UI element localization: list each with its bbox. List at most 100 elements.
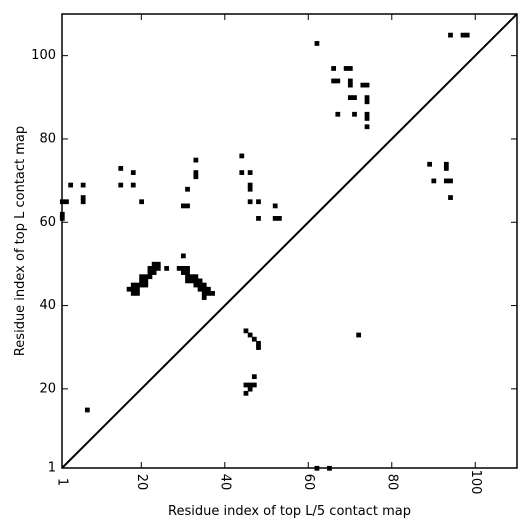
contact-point xyxy=(155,265,161,271)
contact-point xyxy=(443,161,449,167)
contact-point xyxy=(151,270,157,275)
contact-point xyxy=(193,174,199,180)
contact-point xyxy=(201,286,207,292)
contact-point xyxy=(193,170,199,175)
contact-point xyxy=(139,278,144,284)
contact-point xyxy=(364,116,370,121)
contact-point xyxy=(197,282,203,288)
contact-point xyxy=(68,182,74,188)
contact-point xyxy=(364,124,370,130)
x-tick-label: 20 xyxy=(134,474,149,491)
contact-point xyxy=(347,78,353,84)
contact-point xyxy=(276,216,282,221)
contact-point xyxy=(193,274,199,280)
contact-point xyxy=(210,290,215,296)
contact-point xyxy=(331,66,337,71)
contact-point xyxy=(443,166,449,171)
contact-point xyxy=(155,261,161,267)
contact-point xyxy=(356,332,362,338)
contact-point xyxy=(130,282,136,288)
contact-point xyxy=(247,386,253,392)
y-tick-label: 40 xyxy=(39,298,56,313)
contact-point xyxy=(364,95,370,100)
contact-point xyxy=(185,274,190,280)
diagonal-line xyxy=(61,13,518,469)
contact-point xyxy=(314,41,320,46)
contact-point xyxy=(64,199,69,205)
contact-point xyxy=(256,345,261,350)
contact-point xyxy=(151,261,157,267)
contact-point xyxy=(243,328,249,334)
contact-point xyxy=(84,407,90,413)
contact-point xyxy=(189,278,195,284)
contact-point xyxy=(180,270,186,275)
contact-point xyxy=(443,178,449,184)
contact-point xyxy=(201,295,207,300)
contact-point xyxy=(126,286,132,292)
contact-point xyxy=(247,170,253,175)
contact-point xyxy=(143,282,149,288)
contact-point xyxy=(80,199,86,205)
contact-point xyxy=(185,278,190,284)
contact-point xyxy=(193,157,199,163)
contact-point xyxy=(118,166,124,171)
y-tick-label: 20 xyxy=(39,381,56,396)
contact-point xyxy=(147,265,153,271)
contact-point xyxy=(347,95,353,100)
contact-point xyxy=(247,182,253,188)
contact-point xyxy=(460,32,466,38)
y-tick-label: 1 xyxy=(48,461,56,476)
contact-point xyxy=(197,286,203,292)
contact-point xyxy=(360,82,366,88)
x-tick-label: 1 xyxy=(55,478,70,486)
contact-point xyxy=(427,161,433,167)
contact-point xyxy=(135,282,140,288)
contact-point xyxy=(247,382,253,388)
contact-point xyxy=(201,290,207,296)
y-tick-label: 80 xyxy=(39,131,56,146)
contact-point xyxy=(130,182,136,188)
contact-point xyxy=(272,203,278,209)
contact-point xyxy=(335,78,341,84)
contact-point xyxy=(251,336,257,342)
contact-point xyxy=(364,82,370,88)
points-layer xyxy=(59,32,470,471)
contact-point xyxy=(247,186,253,192)
x-tick-label: 100 xyxy=(468,470,483,495)
x-tick-label: 80 xyxy=(384,474,399,491)
x-tick-label: 60 xyxy=(301,474,316,491)
contact-point xyxy=(256,216,261,221)
contact-point xyxy=(185,203,190,209)
contact-point xyxy=(206,290,211,296)
contact-point xyxy=(185,270,190,275)
plot-frame xyxy=(61,13,518,469)
contact-point xyxy=(180,253,186,259)
contact-point xyxy=(256,340,261,346)
contact-point xyxy=(364,99,370,105)
contact-point xyxy=(347,82,353,88)
contact-point xyxy=(256,199,261,205)
contact-point xyxy=(176,265,182,271)
contact-point xyxy=(247,199,253,205)
contact-point xyxy=(331,78,337,84)
contact-point xyxy=(143,278,149,284)
contact-point xyxy=(335,111,341,117)
contact-point xyxy=(448,32,453,38)
contact-point xyxy=(448,195,453,200)
x-tick-label: 40 xyxy=(217,474,232,491)
contact-point xyxy=(448,178,453,184)
contact-point xyxy=(247,332,253,338)
contact-point xyxy=(130,286,136,292)
contact-point xyxy=(130,290,136,296)
contact-point xyxy=(464,32,470,38)
contact-point xyxy=(185,186,190,192)
contact-point xyxy=(80,182,86,188)
contact-point xyxy=(206,286,211,292)
contact-point xyxy=(352,111,357,117)
y-axis-label: Residue index of top L contact map xyxy=(13,126,28,356)
contact-point xyxy=(347,66,353,71)
contact-point xyxy=(139,274,144,280)
contact-point xyxy=(431,178,437,184)
